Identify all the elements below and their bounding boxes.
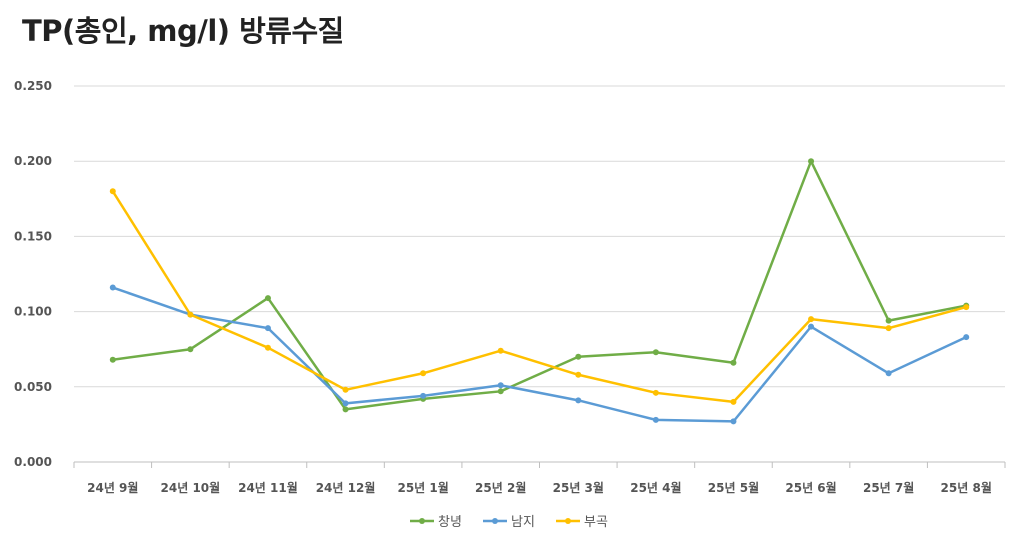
data-point: [808, 323, 815, 330]
y-tick-label: 0.050: [14, 380, 52, 394]
y-tick-label: 0.200: [14, 154, 52, 168]
data-point: [963, 334, 970, 341]
x-tick-label: 25년 3월: [553, 480, 604, 495]
data-point: [187, 346, 194, 353]
series-line-부곡: [111, 190, 967, 404]
data-point: [109, 284, 116, 291]
data-point: [730, 418, 737, 425]
data-point: [497, 347, 504, 354]
y-tick-label: 0.100: [14, 305, 52, 319]
x-tick-label: 24년 9월: [87, 480, 138, 495]
legend-label: 남지: [511, 515, 535, 530]
x-tick-label: 25년 1월: [397, 480, 448, 495]
series-line-남지: [112, 286, 967, 423]
data-point: [264, 325, 271, 332]
data-point: [885, 317, 892, 324]
data-point: [342, 406, 349, 413]
data-point: [497, 388, 504, 395]
x-tick-label: 25년 7월: [863, 480, 914, 495]
data-point: [187, 311, 194, 318]
data-point: [652, 416, 659, 423]
chart-title: TP(총인, mg/l) 방류수질: [22, 14, 344, 48]
y-tick-label: 0.250: [14, 79, 52, 93]
x-tick-label: 25년 8월: [941, 480, 992, 495]
legend-label: 부곡: [584, 515, 608, 530]
data-point: [808, 158, 815, 165]
x-tick-label: 25년 4월: [630, 480, 681, 495]
data-point: [264, 344, 271, 351]
x-tick-label: 24년 12월: [316, 480, 376, 495]
data-point: [730, 398, 737, 405]
x-tick-label: 24년 10월: [161, 480, 221, 495]
x-tick-label: 25년 2월: [475, 480, 526, 495]
series-line-창녕: [112, 159, 967, 411]
y-tick-label: 0.000: [14, 455, 52, 469]
data-point: [342, 400, 349, 407]
data-point: [575, 353, 582, 360]
data-point: [420, 370, 427, 377]
data-point: [575, 397, 582, 404]
data-point: [575, 371, 582, 378]
x-tick-label: 25년 6월: [785, 480, 836, 495]
data-point: [885, 325, 892, 332]
data-point: [652, 349, 659, 356]
legend-label: 창녕: [438, 515, 462, 530]
legend-marker: [492, 518, 498, 524]
data-point: [264, 295, 271, 302]
data-point: [109, 188, 116, 195]
data-point: [497, 382, 504, 389]
x-tick-label: 24년 11월: [238, 480, 298, 495]
legend-marker: [565, 518, 571, 524]
data-point: [109, 356, 116, 363]
legend-marker: [419, 518, 425, 524]
data-point: [885, 370, 892, 377]
data-point: [420, 392, 427, 399]
data-point: [963, 304, 970, 311]
x-tick-label: 25년 5월: [708, 480, 759, 495]
data-point: [342, 386, 349, 393]
data-point: [730, 359, 737, 366]
data-point: [652, 389, 659, 396]
y-tick-label: 0.150: [14, 229, 52, 243]
data-point: [808, 316, 815, 323]
